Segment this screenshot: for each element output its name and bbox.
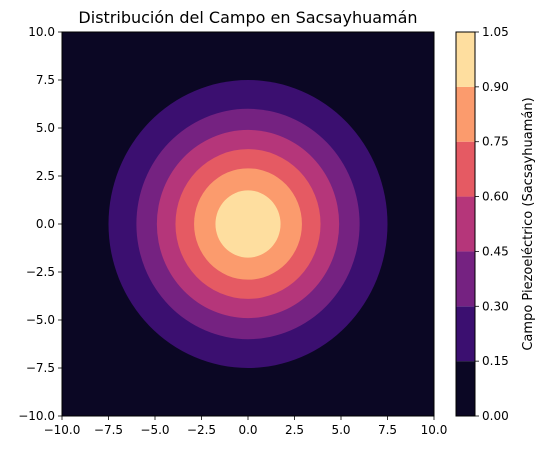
colorbar-tick-label: 0.75: [482, 135, 509, 149]
colorbar-label: Campo Piezoeléctrico (Sacsayhuamán): [521, 97, 536, 350]
plot-area: [61, 31, 435, 417]
colorbar-segment: [456, 32, 475, 87]
y-tick-label: −10.0: [18, 409, 55, 423]
y-tick-label: 7.5: [36, 73, 55, 87]
y-tick-label: −5.0: [26, 313, 55, 327]
colorbar: 0.00 0.15 0.30 0.45 0.60 0.75 0.90 1.05: [455, 25, 509, 423]
x-tick-label: −2.5: [187, 423, 216, 437]
x-tick-label: 5.0: [331, 423, 350, 437]
y-tick-label: 0.0: [36, 217, 55, 231]
y-tick-label: −2.5: [26, 265, 55, 279]
y-tick-label: 10.0: [28, 25, 55, 39]
colorbar-segment: [456, 196, 475, 252]
x-tick-label: 10.0: [421, 423, 448, 437]
x-axis: −10.0 −7.5 −5.0 −2.5 0.0 2.5 5.0 7.5 10.0: [44, 416, 448, 437]
y-tick-label: −7.5: [26, 361, 55, 375]
colorbar-tick-label: 0.30: [482, 299, 509, 313]
colorbar-segment: [456, 306, 475, 362]
colorbar-segment: [456, 251, 475, 307]
colorbar-segment: [456, 86, 475, 142]
colorbar-tick-label: 0.60: [482, 190, 509, 204]
colorbar-tick-label: 0.15: [482, 354, 509, 368]
colorbar-tick-label: 0.00: [482, 409, 509, 423]
y-tick-label: 2.5: [36, 169, 55, 183]
colorbar-segment: [456, 141, 475, 197]
y-tick-label: 5.0: [36, 121, 55, 135]
x-tick-label: −10.0: [44, 423, 81, 437]
colorbar-tick-label: 1.05: [482, 25, 509, 39]
x-tick-label: 2.5: [285, 423, 304, 437]
contour-band-6: [215, 190, 281, 258]
x-tick-label: 7.5: [378, 423, 397, 437]
chart-title: Distribución del Campo en Sacsayhuamán: [78, 8, 417, 27]
colorbar-segment: [456, 361, 475, 416]
colorbar-frame: [455, 31, 476, 417]
x-tick-label: 0.0: [238, 423, 257, 437]
x-tick-label: −7.5: [94, 423, 123, 437]
colorbar-tick-label: 0.90: [482, 80, 509, 94]
y-axis: −10.0 −7.5 −5.0 −2.5 0.0 2.5 5.0 7.5 10.0: [18, 25, 62, 423]
x-tick-label: −5.0: [140, 423, 169, 437]
colorbar-tick-label: 0.45: [482, 244, 509, 258]
